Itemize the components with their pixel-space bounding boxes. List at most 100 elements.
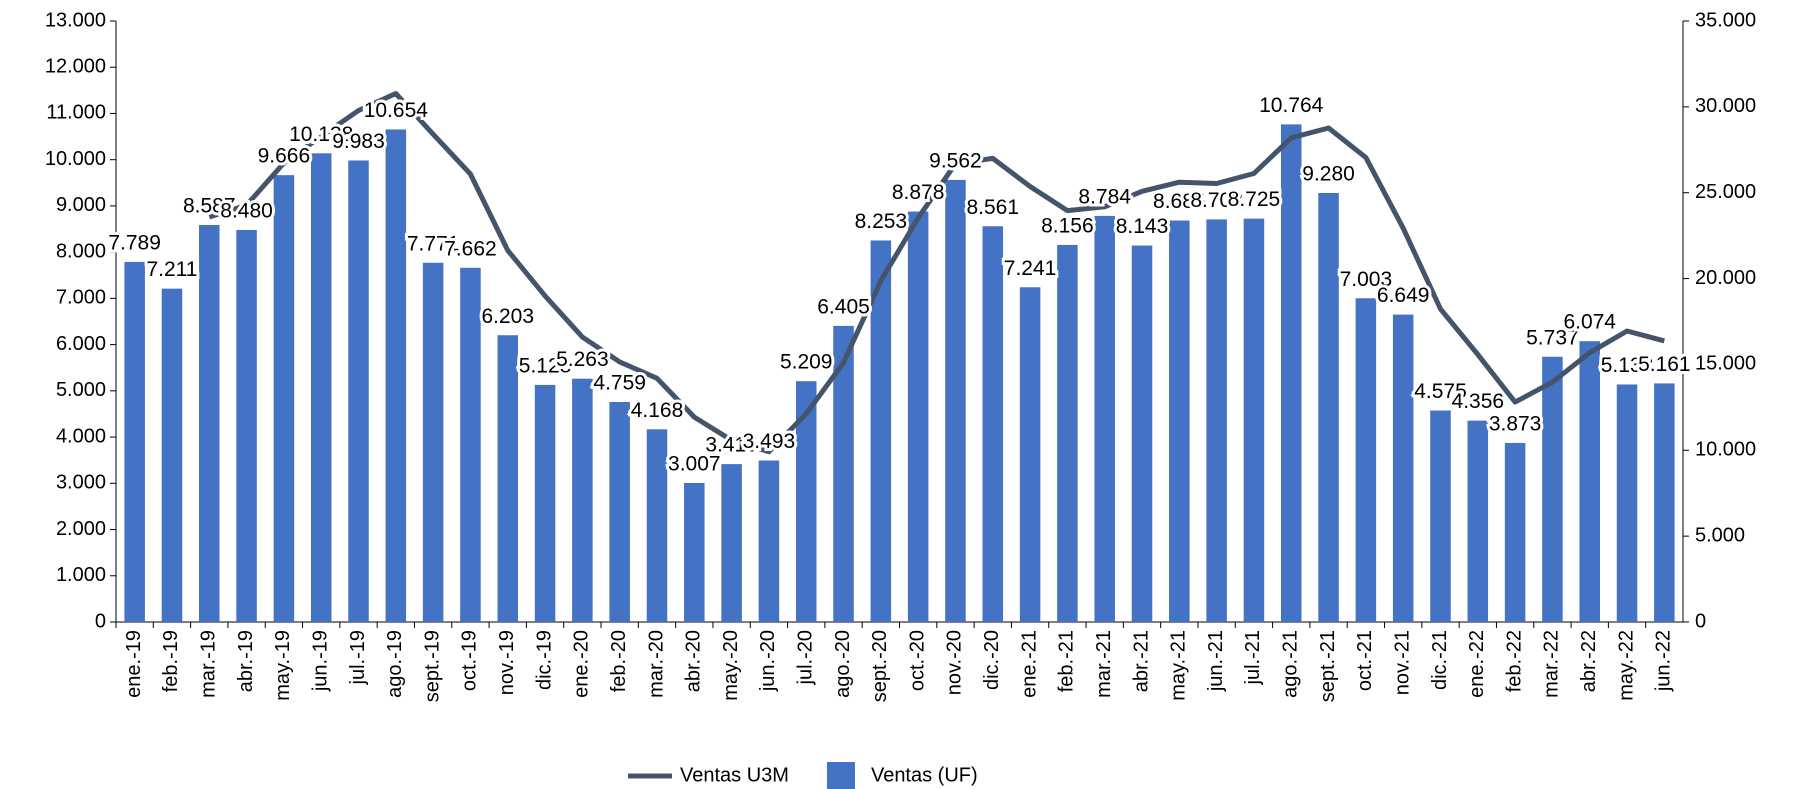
y-tick-label: 13.000 [45, 9, 106, 31]
x-tick-label: abr.-19 [235, 630, 257, 692]
x-tick-label: feb.-21 [1056, 630, 1078, 692]
x-tick-label: jun.-19 [309, 630, 331, 692]
bar [1355, 298, 1377, 622]
value-label: 8.878 [892, 181, 945, 204]
bar [1504, 442, 1526, 622]
x-tick-label: abr.-21 [1130, 630, 1152, 692]
value-label: 5.737 [1526, 326, 1579, 349]
x-tick-label: mar.-21 [1093, 630, 1115, 698]
y-tick-label: 9.000 [56, 194, 106, 216]
value-label: 3.493 [743, 430, 796, 453]
bar [534, 384, 556, 622]
y2-tick-label: 10.000 [1695, 439, 1756, 461]
bar [1206, 219, 1227, 622]
x-tick-label: sept.-21 [1317, 630, 1339, 702]
bar [609, 401, 630, 622]
value-label: 10.138 [289, 123, 353, 146]
value-label: 7.662 [444, 237, 497, 260]
x-tick-label: mar.-20 [645, 630, 667, 698]
value-label: 8.708 [1190, 189, 1243, 212]
bar [1616, 384, 1638, 622]
value-label: 6.649 [1377, 284, 1430, 307]
y-tick-label: 5.000 [56, 379, 106, 401]
x-tick-label: feb.-19 [160, 630, 182, 692]
bar [161, 288, 183, 622]
value-label: 5.138 [1601, 354, 1654, 377]
value-label: 4.356 [1452, 390, 1505, 413]
x-tick-label: ene.-22 [1466, 630, 1488, 698]
value-label: 6.074 [1563, 311, 1616, 334]
x-tick-label: jun.-22 [1653, 630, 1675, 692]
value-label: 8.685 [1153, 190, 1206, 213]
value-label: 3.873 [1489, 412, 1542, 435]
value-label: 5.263 [556, 348, 609, 371]
y-tick-label: 2.000 [56, 518, 106, 540]
value-label: 8.253 [855, 210, 908, 233]
value-label: 10.764 [1259, 94, 1324, 117]
value-label: 7.003 [1340, 268, 1393, 291]
x-tick-label: nov.-21 [1391, 630, 1413, 695]
value-label: 4.575 [1414, 380, 1467, 403]
value-label: 4.759 [593, 372, 646, 395]
bar [385, 129, 407, 622]
value-label: 8.143 [1116, 215, 1169, 238]
bar [1169, 220, 1190, 622]
y2-tick-label: 0 [1695, 610, 1706, 632]
value-label: 9.666 [258, 145, 311, 168]
bar [497, 335, 519, 622]
x-tick-label: may.-22 [1615, 630, 1637, 701]
value-label: 8.587 [183, 195, 236, 218]
y-tick-label: 10.000 [45, 148, 106, 170]
bar [1094, 215, 1115, 622]
x-tick-label: dic.-20 [981, 630, 1003, 690]
x-tick-label: jul.-19 [347, 630, 369, 685]
y2-tick-label: 5.000 [1695, 524, 1745, 546]
bar [348, 160, 369, 623]
value-label: 3.007 [668, 453, 721, 476]
y-tick-label: 3.000 [56, 472, 106, 494]
y-tick-label: 4.000 [56, 425, 106, 447]
bar [1579, 341, 1600, 622]
y2-tick-label: 30.000 [1695, 95, 1756, 117]
y-tick-label: 7.000 [56, 287, 106, 309]
x-tick-label: jun.-21 [1205, 630, 1227, 692]
y2-tick-label: 20.000 [1695, 267, 1756, 289]
bar [907, 211, 929, 622]
x-tick-label: sept.-20 [869, 630, 891, 702]
bar [124, 261, 145, 622]
y2-tick-label: 35.000 [1695, 9, 1756, 31]
bar [1318, 192, 1339, 622]
value-label: 8.156 [1041, 214, 1094, 237]
bar [646, 429, 668, 622]
x-tick-label: nov.-20 [944, 630, 966, 695]
bar [1057, 244, 1078, 623]
x-tick-label: jul.-21 [1242, 630, 1264, 685]
y-tick-label: 11.000 [46, 102, 106, 124]
value-label: 4.168 [631, 399, 684, 422]
legend-label: Ventas U3M [680, 764, 789, 786]
y2-tick-label: 25.000 [1695, 181, 1756, 203]
value-label: 9.983 [332, 130, 385, 153]
y-tick-label: 0 [95, 610, 106, 632]
value-label: 7.789 [108, 231, 161, 254]
value-label: 5.209 [780, 351, 833, 374]
bar [199, 225, 220, 622]
x-tick-label: ene.-20 [571, 630, 593, 698]
x-tick-label: oct.-20 [906, 630, 928, 691]
bar [684, 482, 705, 622]
x-tick-label: jul.-20 [795, 630, 817, 685]
bar [1430, 410, 1451, 622]
x-tick-label: mar.-22 [1541, 630, 1563, 698]
legend-label: Ventas (UF) [871, 764, 978, 786]
value-label: 5.161 [1638, 353, 1691, 376]
bar [236, 229, 257, 622]
x-tick-label: abr.-22 [1578, 630, 1600, 692]
x-tick-label: dic.-19 [533, 630, 555, 690]
bar [572, 378, 593, 622]
value-label: 5.128 [519, 354, 572, 377]
line [208, 91, 1665, 455]
value-label: 7.771 [407, 232, 460, 255]
bar [1243, 218, 1265, 622]
value-label: 8.480 [220, 200, 273, 223]
